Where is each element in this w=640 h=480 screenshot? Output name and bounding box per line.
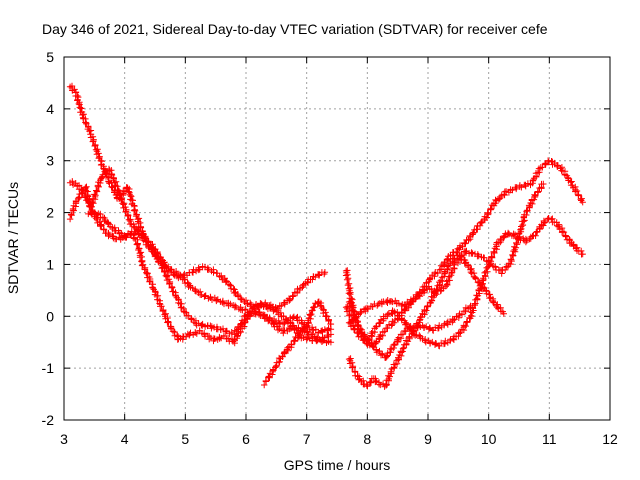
data-point-markers — [85, 208, 335, 344]
series-track-2 — [66, 178, 335, 347]
x-tick-label: 7 — [303, 431, 311, 447]
x-tick-label: 5 — [181, 431, 189, 447]
series-track-10 — [345, 215, 586, 350]
data-point-markers — [345, 249, 507, 390]
y-axis-label: SDTVAR / TECUs — [5, 182, 21, 294]
series-track-4 — [85, 208, 335, 344]
x-axis-label: GPS time / hours — [284, 457, 391, 473]
x-tick-label: 9 — [424, 431, 432, 447]
series-track-1 — [66, 82, 335, 337]
x-tick-label: 8 — [363, 431, 371, 447]
grid — [64, 57, 610, 420]
y-tick-label: 3 — [46, 153, 54, 169]
series-track-3 — [66, 165, 329, 313]
y-tick-label: 1 — [46, 256, 54, 272]
y-tick-label: 0 — [46, 308, 54, 324]
x-tick-label: 4 — [121, 431, 129, 447]
plot-frame — [63, 56, 611, 421]
x-tick-label: 3 — [60, 431, 68, 447]
x-tick-label: 12 — [602, 431, 618, 447]
y-tick-label: 4 — [46, 101, 54, 117]
y-tick-label: 5 — [46, 49, 54, 65]
x-tick-label: 11 — [542, 431, 557, 447]
series-track-8 — [345, 249, 507, 390]
data-point-markers — [66, 178, 335, 347]
chart-title: Day 346 of 2021, Sidereal Day-to-day VTE… — [42, 21, 548, 37]
y-tick-label: -1 — [42, 360, 55, 376]
y-tick-label: 2 — [46, 205, 54, 221]
x-tick-label: 10 — [481, 431, 497, 447]
data-point-markers — [66, 82, 335, 337]
x-tick-label: 6 — [242, 431, 250, 447]
y-tick-label: -2 — [42, 412, 55, 428]
data-series — [66, 82, 586, 390]
series-track-5 — [261, 298, 335, 389]
data-point-markers — [66, 165, 329, 313]
data-point-markers — [345, 215, 586, 350]
series-track-7 — [342, 180, 547, 325]
data-point-markers — [342, 180, 547, 325]
data-point-markers — [261, 298, 335, 389]
